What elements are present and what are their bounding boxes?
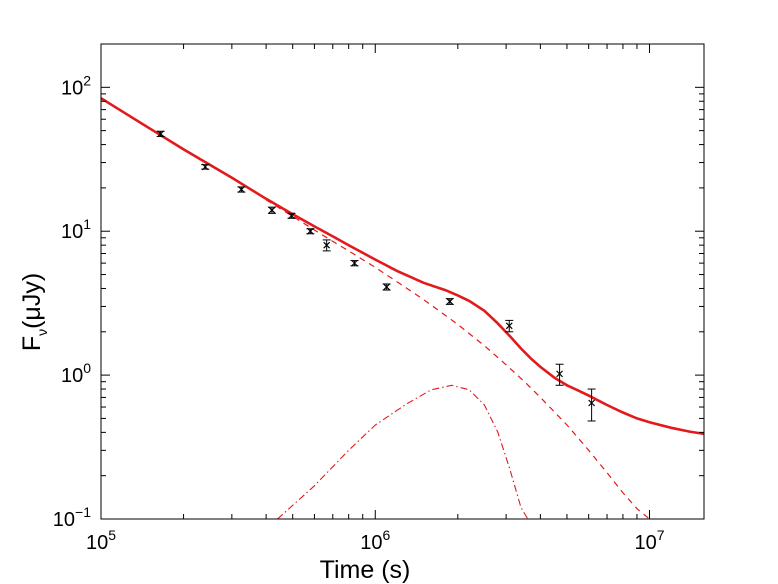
y-axis-title: Fν(μJy) xyxy=(18,273,50,351)
point-marker xyxy=(505,322,513,330)
plot-frame xyxy=(100,43,705,520)
x-tick-label: 107 xyxy=(634,527,664,554)
tick-label-base: 10 xyxy=(360,532,382,554)
data-point xyxy=(382,283,391,291)
model-curve-dashdot xyxy=(277,384,529,519)
point-marker xyxy=(383,283,391,291)
tick-label-exponent: 0 xyxy=(83,360,91,376)
point-marker xyxy=(588,399,596,407)
point-marker xyxy=(268,206,276,214)
y-tick-label: 102 xyxy=(61,72,91,99)
axis-ticks xyxy=(100,43,704,520)
tick-label-exponent: 5 xyxy=(108,527,116,543)
tick-label-base: 10 xyxy=(61,365,83,387)
tick-label-base: 10 xyxy=(61,221,83,243)
tick-label-base: 10 xyxy=(86,532,108,554)
tick-label-base: 10 xyxy=(61,77,83,99)
data-point xyxy=(201,163,210,171)
point-marker xyxy=(323,241,331,249)
data-point xyxy=(445,298,454,305)
data-point xyxy=(237,186,246,193)
point-marker xyxy=(237,186,245,193)
tick-label-exponent: 6 xyxy=(382,527,390,543)
x-axis-title: Time (s) xyxy=(320,556,411,584)
model-curves xyxy=(101,97,704,519)
y-tick-label: 10−1 xyxy=(53,504,91,531)
data-point xyxy=(267,206,276,214)
tick-label-base: 10 xyxy=(53,509,75,531)
data-point xyxy=(350,259,359,267)
point-marker xyxy=(157,130,165,138)
y-axis-title-units: (μJy) xyxy=(18,273,46,329)
point-marker xyxy=(306,227,314,235)
data-point xyxy=(156,130,165,138)
data-point xyxy=(555,363,564,386)
tick-label-base: 10 xyxy=(634,532,656,554)
point-marker xyxy=(446,298,454,305)
tick-label-exponent: 2 xyxy=(83,72,91,88)
point-marker xyxy=(351,259,358,267)
y-axis-title-subscript: ν xyxy=(34,329,50,336)
x-tick-label: 105 xyxy=(86,527,116,554)
y-tick-label: 101 xyxy=(61,216,91,243)
model-curve-dashed xyxy=(265,199,650,519)
y-axis-title-main: F xyxy=(18,336,46,351)
data-point xyxy=(322,239,331,252)
point-marker xyxy=(288,212,295,220)
y-tick-label: 100 xyxy=(61,360,91,387)
model-curve-total xyxy=(101,97,704,436)
x-tick-label: 106 xyxy=(360,527,390,554)
tick-label-exponent: 1 xyxy=(83,216,91,232)
data-point xyxy=(287,212,296,220)
data-points xyxy=(156,130,596,422)
tick-label-exponent: 7 xyxy=(657,527,665,543)
tick-label-exponent: −1 xyxy=(75,504,91,520)
data-point xyxy=(306,227,315,235)
point-marker xyxy=(201,163,209,171)
data-point xyxy=(587,388,596,422)
point-marker xyxy=(556,370,564,378)
data-point xyxy=(505,319,514,333)
